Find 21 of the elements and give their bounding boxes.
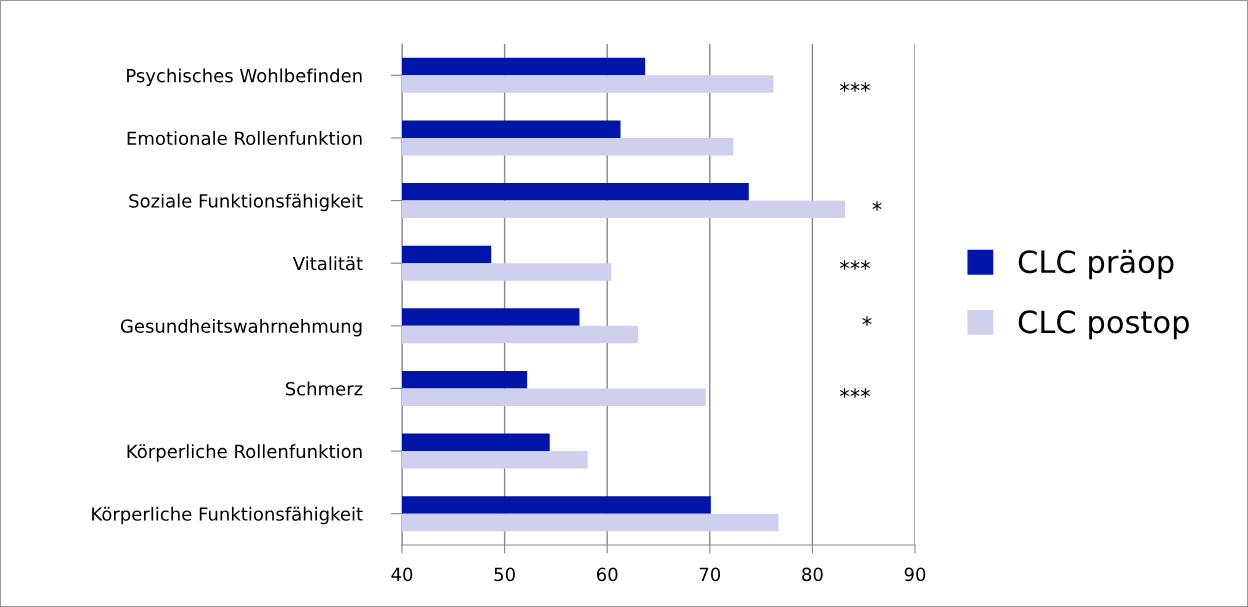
y-tick-label: Soziale Funktionsfähigkeit <box>129 193 363 212</box>
y-tick-label: Psychisches Wohlbefinden <box>127 68 362 86</box>
y-tick-label: Gesundheitswahrnehmung <box>120 318 362 337</box>
x-tick-label: 70 <box>699 567 721 582</box>
legend-label: CLC postop <box>1018 310 1189 340</box>
x-tick-label: 40 <box>391 567 413 582</box>
legend-label: CLC präop <box>1018 249 1174 280</box>
annotation: *** <box>840 388 870 398</box>
x-tick-label: 80 <box>802 567 823 582</box>
annotation: * <box>862 316 872 326</box>
annotation: *** <box>840 82 870 92</box>
y-tick-label: Körperliche Rollenfunktion <box>127 444 362 462</box>
x-tick-label: 90 <box>904 567 926 582</box>
y-tick-label: Schmerz <box>285 381 363 396</box>
x-tick-label: 50 <box>494 567 515 582</box>
y-tick-label: Emotionale Rollenfunktion <box>127 131 362 146</box>
x-tick-label: 60 <box>596 567 618 582</box>
annotation: *** <box>840 260 870 270</box>
y-tick-label: Vitalität <box>292 256 363 271</box>
annotation: * <box>872 201 882 211</box>
y-tick-label: Körperliche Funktionsfähigkeit <box>92 506 363 525</box>
